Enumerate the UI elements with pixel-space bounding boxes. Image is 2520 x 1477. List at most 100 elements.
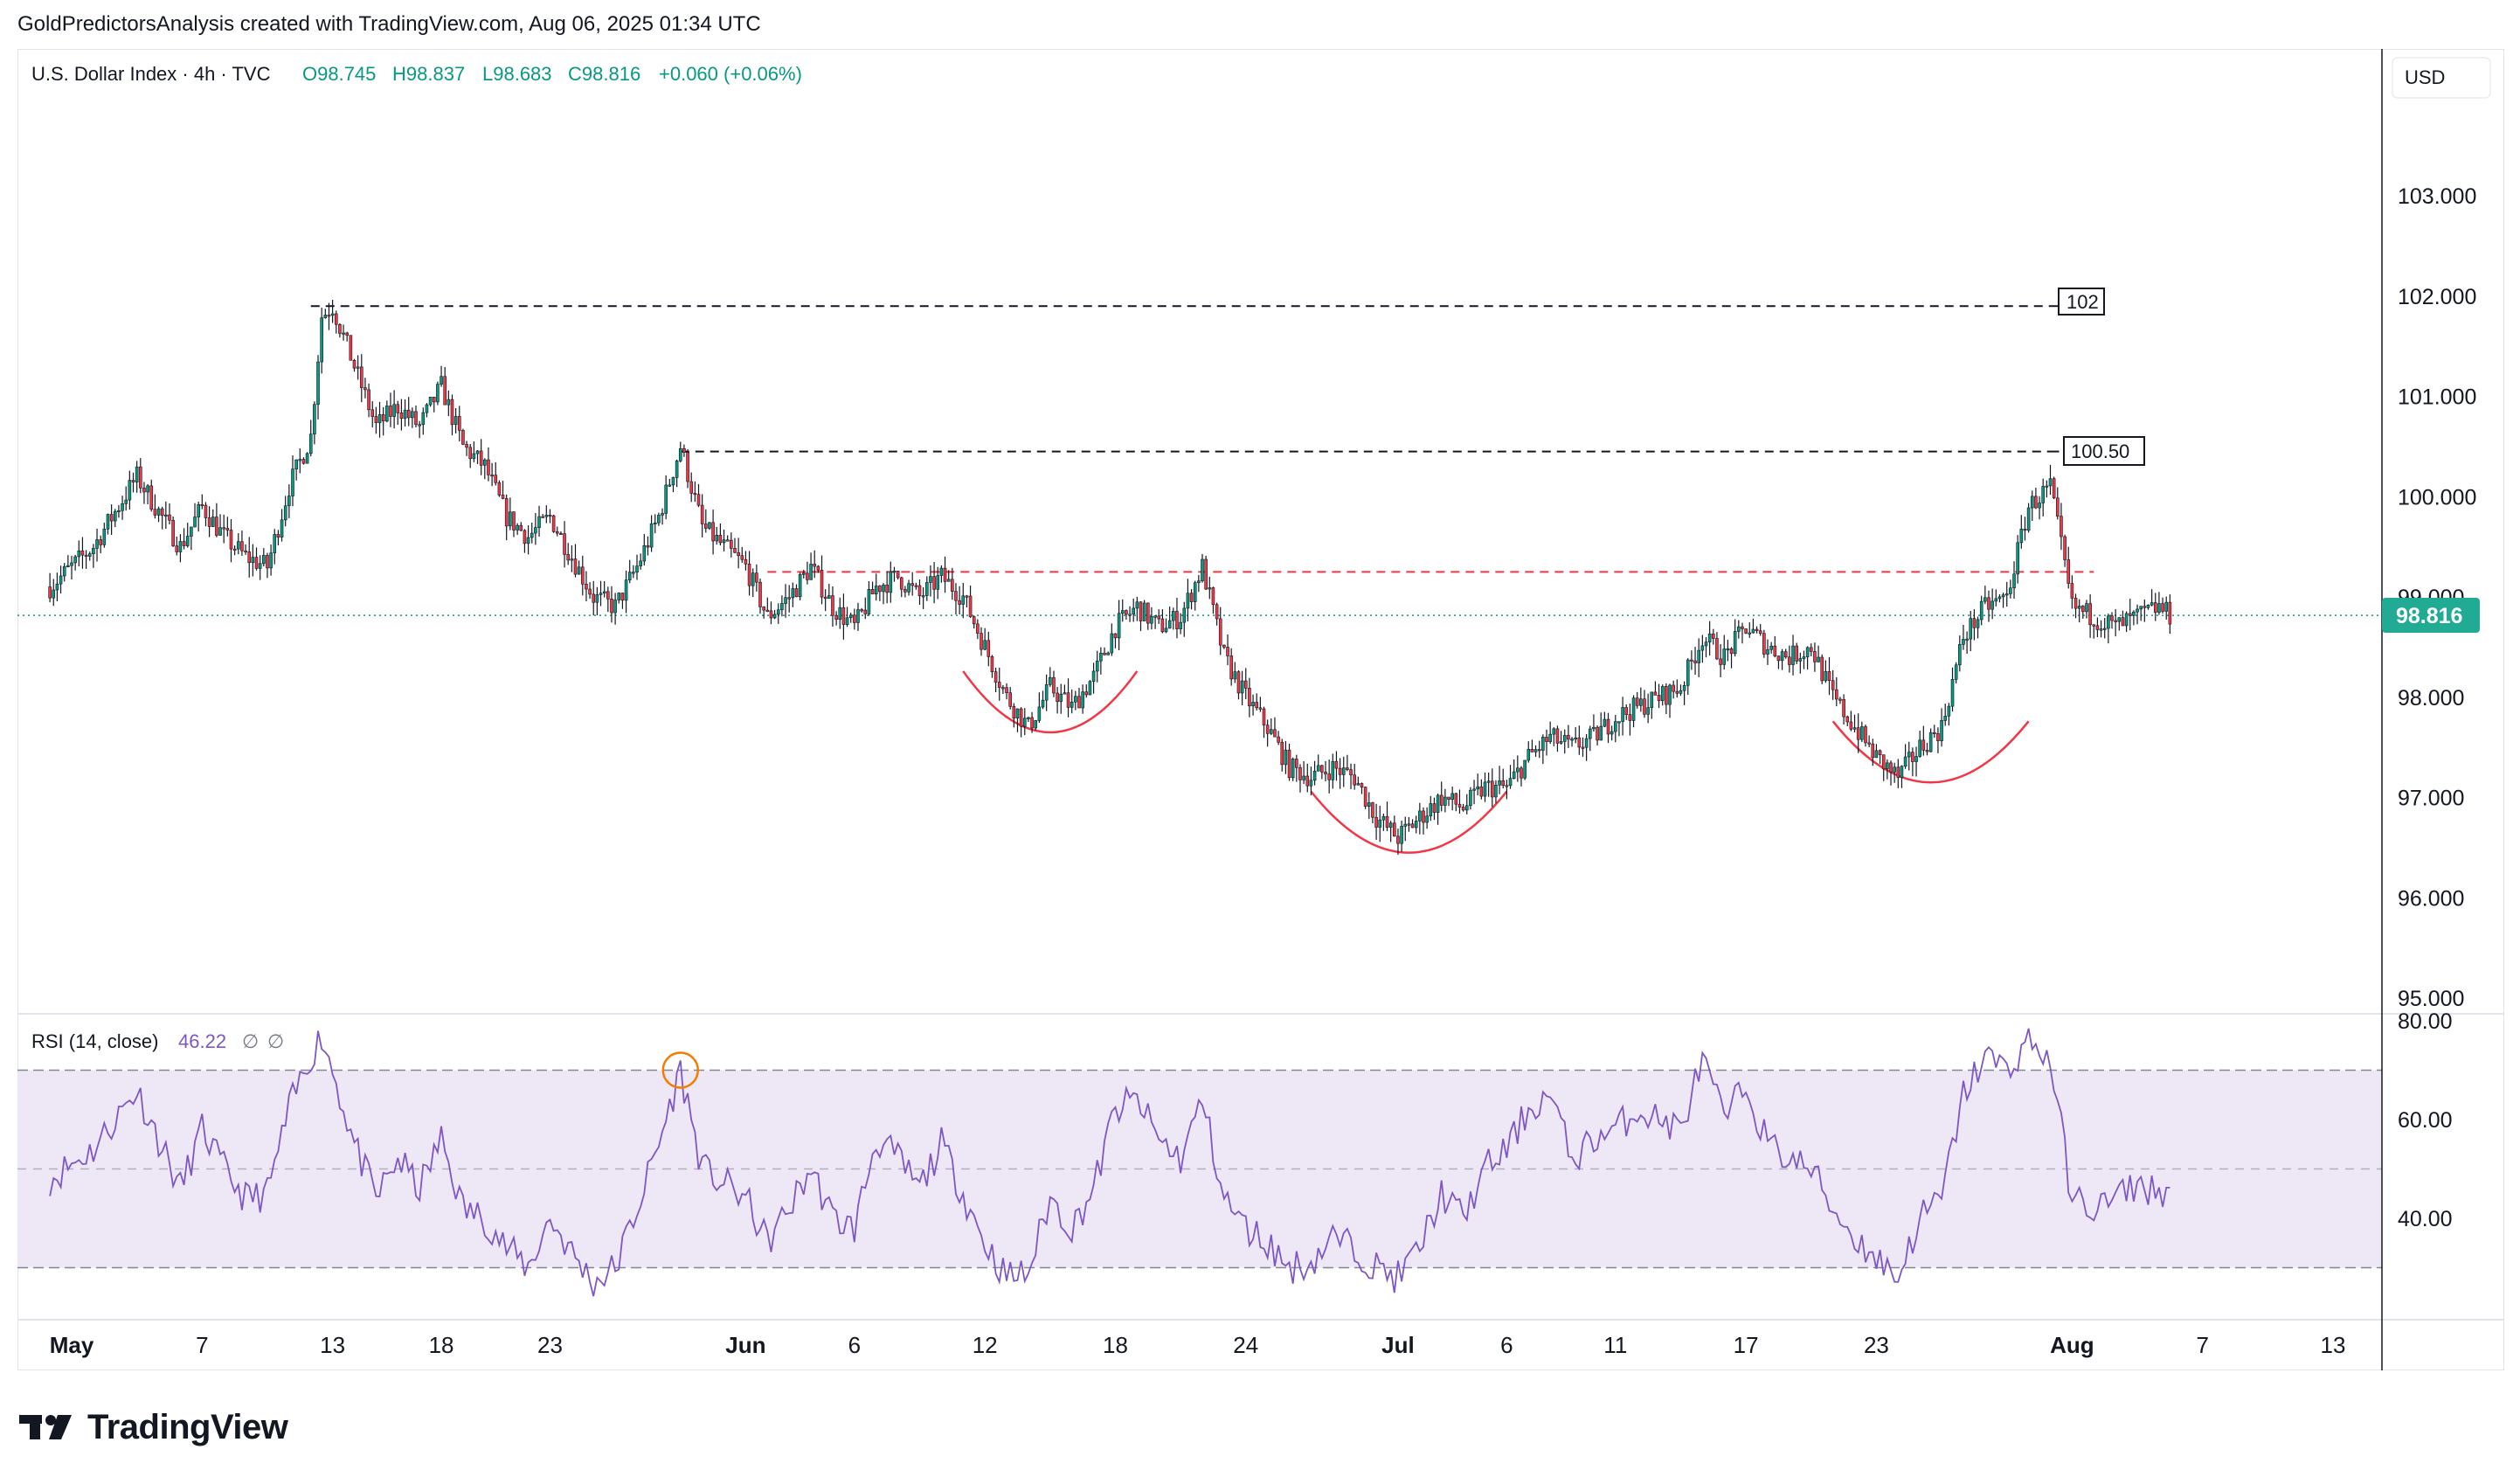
candle-body-down — [359, 366, 363, 388]
candle-body-up — [2016, 542, 2019, 575]
rsi-tick-label: 40.00 — [2398, 1207, 2453, 1231]
candle-body-up — [961, 595, 966, 605]
candle-body-up — [1193, 582, 1197, 602]
candle-body-up — [2157, 603, 2161, 613]
candle-body-down — [229, 530, 233, 550]
candle-body-up — [2164, 601, 2169, 612]
candle-body-up — [211, 517, 215, 527]
candle-body-up — [1095, 660, 1099, 672]
candle-body-down — [1103, 652, 1106, 655]
candle-body-down — [1273, 729, 1277, 738]
candle-body-down — [406, 409, 411, 419]
candle-body-up — [882, 585, 885, 593]
candle-body-down — [993, 671, 998, 683]
candle-body-up — [280, 519, 284, 537]
candle-body-up — [377, 414, 382, 424]
candle-body-down — [1795, 645, 1798, 662]
candle-body-down — [747, 563, 751, 586]
candle-body-down — [932, 576, 936, 590]
rsi-legend-value: 46.22 — [178, 1030, 226, 1052]
candle-body-up — [1541, 737, 1545, 751]
candle-body-up — [1962, 639, 1965, 645]
currency-button[interactable] — [2392, 57, 2491, 99]
candle-body-up — [1381, 815, 1386, 821]
candle-body-up — [1233, 671, 1237, 680]
candle-body-down — [718, 535, 723, 544]
candle-body-down — [266, 555, 269, 569]
candle-body-up — [2139, 606, 2143, 610]
candle-body-up — [1508, 778, 1513, 787]
candle-body-up — [1737, 626, 1741, 632]
rsi-tick-label: 60.00 — [2398, 1108, 2453, 1133]
candle-body-down — [1432, 803, 1437, 813]
candle-body-down — [2034, 496, 2038, 509]
candle-body-up — [1027, 717, 1030, 719]
candle-body-up — [1251, 702, 1255, 707]
candle-body-up — [544, 515, 549, 517]
candle-body-up — [1700, 645, 1705, 651]
candle-body-up — [1425, 815, 1429, 823]
candle-body-up — [946, 579, 951, 582]
candle-body-up — [929, 576, 932, 583]
candle-body-up — [856, 609, 860, 623]
candle-body-down — [1236, 671, 1241, 694]
candle-body-up — [121, 503, 124, 511]
candle-body-down — [479, 450, 483, 466]
date-tick-label: 12 — [973, 1332, 998, 1358]
candle-body-down — [381, 414, 385, 422]
candle-body-up — [1979, 600, 1983, 621]
candles-layer — [48, 300, 2172, 855]
candle-body-up — [1780, 651, 1784, 662]
date-tick-label: 23 — [537, 1332, 563, 1358]
candle-body-up — [1994, 598, 1998, 602]
axes-layer: 103.000102.000101.000100.00099.00098.000… — [50, 184, 2477, 1358]
candle-body-up — [1697, 649, 1700, 663]
candle-body-down — [1324, 771, 1327, 774]
candle-body-up — [1341, 767, 1346, 775]
candle-body-down — [1012, 706, 1016, 718]
candle-body-up — [1469, 789, 1472, 807]
candle-body-up — [1186, 593, 1190, 609]
candle-body-up — [2107, 615, 2110, 629]
candle-body-up — [1088, 681, 1092, 696]
candle-body-up — [1997, 596, 2002, 600]
candle-body-down — [414, 411, 418, 426]
candle-body-up — [1015, 708, 1020, 718]
candle-body-up — [1631, 697, 1636, 721]
candle-body-up — [1639, 698, 1643, 706]
candle-body-up — [2012, 573, 2016, 589]
candle-body-down — [494, 475, 498, 483]
candle-body-up — [1472, 788, 1476, 791]
candle-body-down — [1773, 645, 1777, 656]
candle-body-up — [1367, 802, 1371, 807]
candle-body-up — [848, 614, 853, 619]
candle-body-up — [1650, 691, 1654, 708]
rounded-bottom-arc — [1310, 790, 1508, 854]
candle-body-down — [1447, 796, 1450, 800]
candle-body-up — [1464, 805, 1469, 811]
candle-body-up — [1886, 762, 1889, 770]
candle-body-up — [52, 589, 56, 599]
candle-body-up — [1309, 780, 1313, 787]
legend-open: O98.745 — [302, 63, 376, 85]
candle-body-down — [1287, 749, 1291, 779]
candle-body-down — [541, 516, 544, 518]
candle-body-up — [570, 558, 574, 561]
candle-body-down — [363, 387, 367, 391]
candle-body-up — [1450, 793, 1454, 800]
candle-body-up — [258, 563, 262, 569]
candle-body-down — [1353, 774, 1356, 786]
date-tick-label: 18 — [1103, 1332, 1128, 1358]
candle-body-down — [1113, 633, 1118, 639]
tradingview-logo[interactable]: TradingView — [19, 1405, 288, 1449]
candle-body-up — [1494, 784, 1498, 798]
candle-body-up — [1584, 738, 1589, 748]
candle-body-up — [1805, 647, 1810, 657]
candle-body-down — [1277, 736, 1280, 743]
candle-body-up — [1378, 819, 1382, 828]
candle-body-down — [204, 504, 208, 518]
candle-body-up — [1733, 631, 1737, 655]
candle-body-down — [1360, 783, 1364, 787]
candle-body-up — [305, 453, 309, 464]
